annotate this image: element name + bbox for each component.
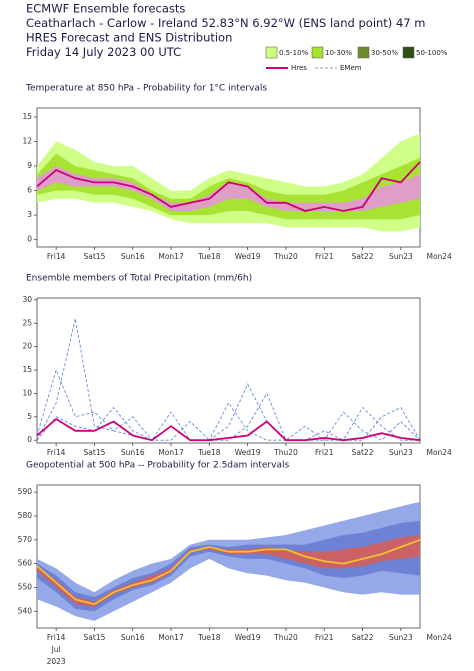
- legend: 0.5-10% 10-30% 30-50% 50-100% Hres EMem: [265, 46, 448, 72]
- y-tick-label: 590: [18, 487, 33, 496]
- x-tick-label: Fri21: [315, 633, 334, 642]
- x-tick-label: Tue18: [197, 633, 221, 642]
- y-tick-label: 6: [27, 186, 32, 195]
- x-tick-label: Sun23: [389, 633, 413, 642]
- y-tick-label: 15: [22, 112, 32, 121]
- panel-title: Ensemble members of Total Precipitation …: [26, 274, 252, 284]
- x-tick-label: Sun23: [389, 252, 413, 261]
- y-tick-label: 25: [22, 318, 32, 327]
- x-tick-label: Sun16: [121, 252, 145, 261]
- panel: Temperature at 850 hPa - Probability for…: [22, 84, 452, 262]
- plot-frame: [36, 297, 421, 444]
- x-tick-label: Sun16: [121, 448, 145, 457]
- header-line: ECMWF Ensemble forecasts: [26, 2, 185, 16]
- hres-line: [36, 417, 421, 442]
- date-label: 2023: [47, 657, 66, 666]
- legend-swatch: [402, 46, 415, 59]
- y-tick-label: 550: [18, 582, 33, 591]
- legend-label: 10-30%: [325, 49, 352, 57]
- y-tick-label: 5: [27, 412, 32, 421]
- y-tick-label: 540: [18, 606, 33, 615]
- y-tick-label: 3: [27, 210, 32, 219]
- x-tick-label: Sat15: [84, 252, 106, 261]
- probability-band: [37, 501, 420, 621]
- y-tick-label: 0: [27, 435, 32, 444]
- x-tick-label: Fri14: [47, 448, 66, 457]
- legend-label: Hres: [291, 64, 307, 72]
- x-tick-label: Fri14: [47, 252, 66, 261]
- legend-swatch: [311, 46, 324, 59]
- ensemble-member: [36, 368, 421, 441]
- y-tick-label: 560: [18, 559, 33, 568]
- x-tick-label: Thu20: [273, 448, 298, 457]
- x-tick-label: Wed19: [235, 633, 261, 642]
- x-tick-label: Tue18: [197, 448, 221, 457]
- y-tick-label: 15: [22, 365, 32, 374]
- x-tick-label: Mon17: [158, 633, 184, 642]
- x-tick-label: Tue18: [197, 252, 221, 261]
- legend-label: EMem: [340, 64, 362, 72]
- legend-label: 0.5-10%: [279, 49, 309, 57]
- y-tick-label: 20: [22, 342, 32, 351]
- x-tick-label: Sat22: [352, 633, 374, 642]
- y-tick-label: 0: [27, 235, 32, 244]
- x-tick-label: Mon24: [426, 252, 452, 261]
- probability-band: [37, 166, 420, 211]
- header-line: Friday 14 July 2023 00 UTC: [26, 45, 181, 59]
- panel: Ensemble members of Total Precipitation …: [22, 274, 452, 458]
- hres-line: [36, 538, 421, 606]
- y-tick-label: 580: [18, 511, 33, 520]
- probability-band: [37, 535, 420, 607]
- x-tick-label: Sat15: [84, 448, 106, 457]
- x-tick-label: Thu20: [273, 633, 298, 642]
- panel-title: Temperature at 850 hPa - Probability for…: [25, 84, 267, 94]
- x-tick-label: Sat22: [352, 252, 374, 261]
- x-tick-label: Fri14: [47, 633, 66, 642]
- y-tick-label: 9: [27, 161, 32, 170]
- y-tick-label: 12: [22, 137, 32, 146]
- x-tick-label: Sat15: [84, 633, 106, 642]
- y-tick-label: 30: [22, 295, 32, 304]
- y-tick-label: 570: [18, 535, 33, 544]
- x-tick-label: Wed19: [235, 252, 261, 261]
- header-line: HRES Forecast and ENS Distribution: [26, 31, 232, 45]
- legend-label: 50-100%: [416, 49, 448, 57]
- x-tick-label: Mon17: [158, 448, 184, 457]
- ensemble-member: [36, 383, 421, 441]
- panel: Geopotential at 500 hPa -- Probability f…: [18, 461, 452, 667]
- x-tick-label: Mon17: [158, 252, 184, 261]
- x-tick-label: Thu20: [273, 252, 298, 261]
- x-tick-label: Mon24: [426, 633, 452, 642]
- panel-title: Geopotential at 500 hPa -- Probability f…: [26, 461, 289, 471]
- legend-label: 30-50%: [371, 49, 398, 57]
- date-label: Jul: [51, 645, 61, 654]
- x-tick-label: Fri21: [315, 252, 334, 261]
- legend-swatch: [265, 46, 278, 59]
- x-tick-label: Sun23: [389, 448, 413, 457]
- hres-line: [36, 161, 421, 212]
- x-tick-label: Sat22: [352, 448, 374, 457]
- probability-band: [37, 520, 420, 612]
- header-line: Ceatharlach - Carlow - Ireland 52.83°N 6…: [26, 16, 425, 30]
- legend-swatch: [357, 46, 370, 59]
- x-tick-label: Wed19: [235, 448, 261, 457]
- y-tick-label: 10: [22, 388, 32, 397]
- x-tick-label: Fri21: [315, 448, 334, 457]
- x-tick-label: Mon24: [426, 448, 452, 457]
- x-tick-label: Sun16: [121, 633, 145, 642]
